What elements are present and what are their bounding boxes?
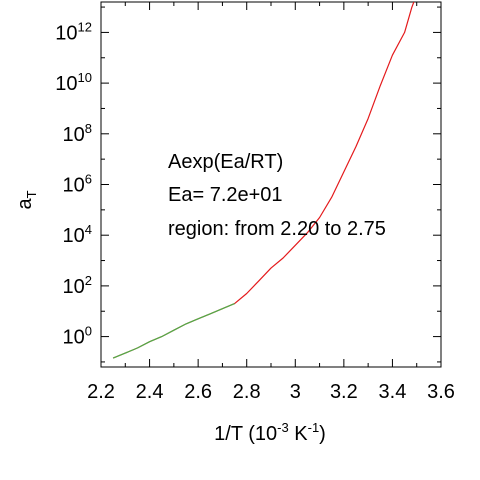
y-tick-label: 106: [63, 172, 92, 197]
x-axis-title: 1/T (10-3 K-1): [214, 420, 326, 445]
annotation-block: Aexp(Ea/RT) Ea= 7.2e+01 region: from 2.2…: [168, 151, 386, 240]
x-tick-label: 2.6: [184, 381, 212, 403]
x-axis-title-end: ): [319, 423, 326, 445]
y-tick-base: 10: [63, 124, 85, 146]
y-tick-base: 10: [63, 225, 85, 247]
x-tick-label: 3.2: [330, 381, 358, 403]
y-tick-label: 108: [63, 121, 92, 146]
tick-marks: [100, 2, 442, 367]
y-tick-base: 10: [55, 22, 77, 44]
y-tick-label: 100: [63, 324, 92, 349]
annotation-region: region: from 2.20 to 2.75: [168, 218, 386, 240]
x-tick-labels: 2.2 2.4 2.6 2.8 3 3.2 3.4 3.6: [87, 381, 455, 403]
y-tick-base: 10: [63, 276, 85, 298]
x-tick-label: 2.8: [233, 381, 261, 403]
x-tick-label: 3: [290, 381, 301, 403]
y-axis-title: aT: [14, 190, 39, 209]
y-tick-label: 102: [63, 273, 92, 298]
series-line-red: [112, 2, 415, 359]
y-tick-label: 104: [63, 222, 92, 247]
x-axis-title-mid: K: [289, 423, 309, 445]
y-axis-title-sub: T: [24, 190, 39, 198]
y-tick-exponent: 6: [85, 172, 92, 187]
y-tick-labels: 100 102 104 106 108 1010 1012: [55, 19, 92, 348]
y-tick-base: 10: [63, 327, 85, 349]
y-tick-exponent: 4: [85, 222, 92, 237]
y-tick-exponent: 0: [85, 324, 92, 339]
y-tick-exponent: 2: [85, 273, 92, 288]
x-tick-label: 3.6: [427, 381, 455, 403]
x-axis-title-base: 1/T (10: [214, 423, 277, 445]
x-tick-label: 3.4: [379, 381, 407, 403]
x-axis-title-exp2: -1: [308, 420, 320, 435]
y-tick-base: 10: [55, 73, 77, 95]
y-tick-exponent: 10: [78, 70, 92, 85]
x-tick-label: 2.4: [136, 381, 164, 403]
y-axis-title-base: a: [14, 198, 36, 210]
series-line-green: [112, 303, 235, 359]
y-tick-exponent: 8: [85, 121, 92, 136]
y-tick-exponent: 12: [78, 19, 92, 34]
y-tick-label: 1010: [55, 70, 92, 95]
y-tick-base: 10: [63, 175, 85, 197]
annotation-ea: Ea= 7.2e+01: [168, 184, 283, 206]
x-axis-title-exp1: -3: [277, 420, 289, 435]
series-lines: [112, 2, 415, 359]
y-tick-label: 1012: [55, 19, 92, 44]
x-tick-label: 2.2: [87, 381, 115, 403]
annotation-formula: Aexp(Ea/RT): [168, 151, 283, 173]
